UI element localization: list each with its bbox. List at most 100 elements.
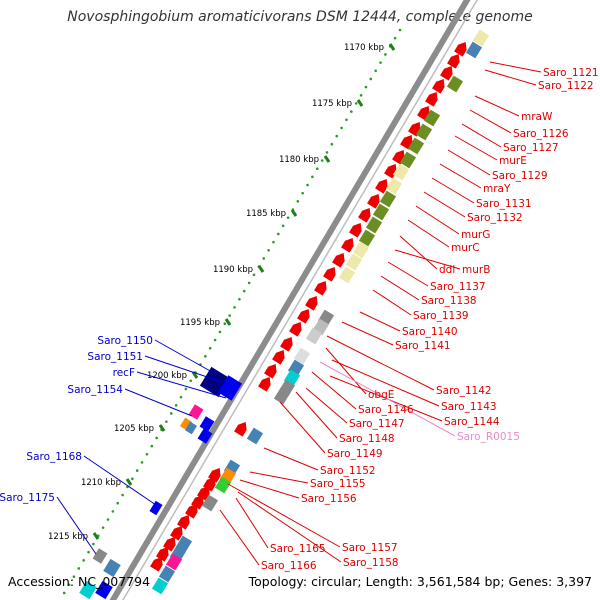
reverse-cds-box [415,123,433,141]
gene-label-mure[interactable]: murE [499,155,527,167]
ruler-dot [281,224,285,228]
forward-cds-box [197,428,213,444]
forward-cds-box [188,404,204,420]
ruler-tick-label: 1195 kbp [180,318,220,328]
gene-label-saro-1132[interactable]: Saro_1132 [467,212,523,224]
gene-label-saro-1126[interactable]: Saro_1126 [513,128,569,140]
ruler-dot [306,183,309,187]
gene-label-saro-1155[interactable]: Saro_1155 [310,478,366,490]
ruler-dot [262,257,266,260]
forward-cds-box [179,417,193,431]
ruler-dot [345,118,348,122]
reverse-cds-arrow [367,194,380,209]
forward-cds-box [92,548,108,564]
leader-line [407,219,450,248]
reverse-cds-arrow [170,526,183,541]
gene-label-saro-1175[interactable]: Saro_1175 [0,492,55,504]
leader-line [474,95,520,117]
ruler-dot [286,216,290,219]
ruler-dot [135,469,139,472]
forward-cds-box [184,421,198,435]
gene-label-saro-1127[interactable]: Saro_1127 [503,142,559,154]
gene-label-saro-1168[interactable]: Saro_1168 [26,451,82,463]
reverse-cds-box [273,387,291,405]
gene-label-saro-1158[interactable]: Saro_1158 [343,557,399,569]
ruler-dot [359,93,363,97]
gene-label-mraw[interactable]: mraW [521,111,553,123]
reverse-cds-arrow [400,135,413,150]
gene-label-mray[interactable]: mraY [483,183,511,195]
gene-label-saro-1148[interactable]: Saro_1148 [339,433,395,445]
ruler-dot [252,273,256,277]
leader-line [454,135,498,161]
backbone-shadow [122,0,478,600]
leader-line [380,275,420,301]
gene-label-saro-1122[interactable]: Saro_1122 [538,80,594,92]
forward-cds-box [79,580,97,600]
kbp-ruler: 1170 kbp 1175 kbp 1180 kbp 1185 kbp 1190 kbp… [48,28,402,595]
reverse-cds-arrow [314,281,327,296]
gene-label-saro-1144[interactable]: Saro_1144 [444,416,500,428]
leader-line [56,496,97,555]
reverse-cds-arrow [440,66,453,81]
gene-label-saro-1154[interactable]: Saro_1154 [67,384,123,396]
leader-line [372,289,412,316]
gene-label-saro-1143[interactable]: Saro_1143 [441,401,497,413]
label-leader-lines [56,61,542,566]
gene-label-saro-1150[interactable]: Saro_1150 [97,335,153,347]
leader-line [331,359,440,407]
gene-label-recf[interactable]: recF [113,367,135,379]
leader-line [279,401,326,454]
ruler-dot [72,575,76,578]
reverse-cds-arrow [272,350,285,365]
reverse-cds-arrow [432,79,445,94]
reverse-cds-box [379,190,397,208]
gene-label-saro-1146[interactable]: Saro_1146 [358,404,414,416]
reverse-cds-arrow [447,54,460,69]
gene-label-saro-1131[interactable]: Saro_1131 [476,198,532,210]
gene-label-murb[interactable]: murB [462,264,490,276]
reverse-cds-arrow [289,322,302,337]
gene-label-saro-1129[interactable]: Saro_1129 [492,170,548,182]
ruler-tick-label: 1190 kbp [213,265,253,275]
gene-label-saro-1157[interactable]: Saro_1157 [342,542,398,554]
gene-label-murc[interactable]: murC [451,242,480,254]
ruler-tick-label: 1180 kbp [279,155,319,165]
gene-label-saro-1138[interactable]: Saro_1138 [421,295,477,307]
leader-line [484,69,537,86]
backbone-line [109,0,471,600]
leader-line [83,455,157,506]
reverse-cds-arrow [454,42,467,57]
gene-label-saro-1165[interactable]: Saro_1165 [270,543,326,555]
gene-label-saro-r0015[interactable]: Saro_R0015 [457,431,520,443]
gene-label-saro-1142[interactable]: Saro_1142 [436,385,492,397]
gene-label-saro-1147[interactable]: Saro_1147 [349,418,405,430]
leader-line [219,509,260,566]
ruler-dot [92,542,95,546]
ruler-dot [179,395,183,399]
gene-label-saro-1140[interactable]: Saro_1140 [402,326,458,338]
reverse-cds-arrow [258,377,271,392]
gene-label-saro-1166[interactable]: Saro_1166 [261,560,317,572]
reverse-cds-arrow [280,337,293,352]
gene-label-ddl[interactable]: ddl [439,264,455,276]
gene-label-saro-1137[interactable]: Saro_1137 [430,281,486,293]
forward-cds-box [199,416,215,432]
gene-label-saro-1139[interactable]: Saro_1139 [413,310,469,322]
gene-label-saro-1156[interactable]: Saro_1156 [301,493,357,505]
leader-line [439,163,482,189]
ruler-dot [131,477,134,481]
gene-label-saro-1121[interactable]: Saro_1121 [543,67,599,79]
gene-label-saro-1149[interactable]: Saro_1149 [327,448,383,460]
reverse-cds-box [165,553,183,571]
ruler-dot [208,346,212,350]
ruler-tick-label: 1185 kbp [246,209,286,219]
ruler-dot [238,297,241,301]
gene-label-saro-1151[interactable]: Saro_1151 [87,351,143,363]
gene-label-saro-1152[interactable]: Saro_1152 [320,465,376,477]
ruler-dot [369,77,373,81]
gene-label-saro-1141[interactable]: Saro_1141 [395,340,451,352]
gene-label-murg[interactable]: murG [461,229,490,241]
gene-label-obge[interactable]: obgE [368,389,394,401]
